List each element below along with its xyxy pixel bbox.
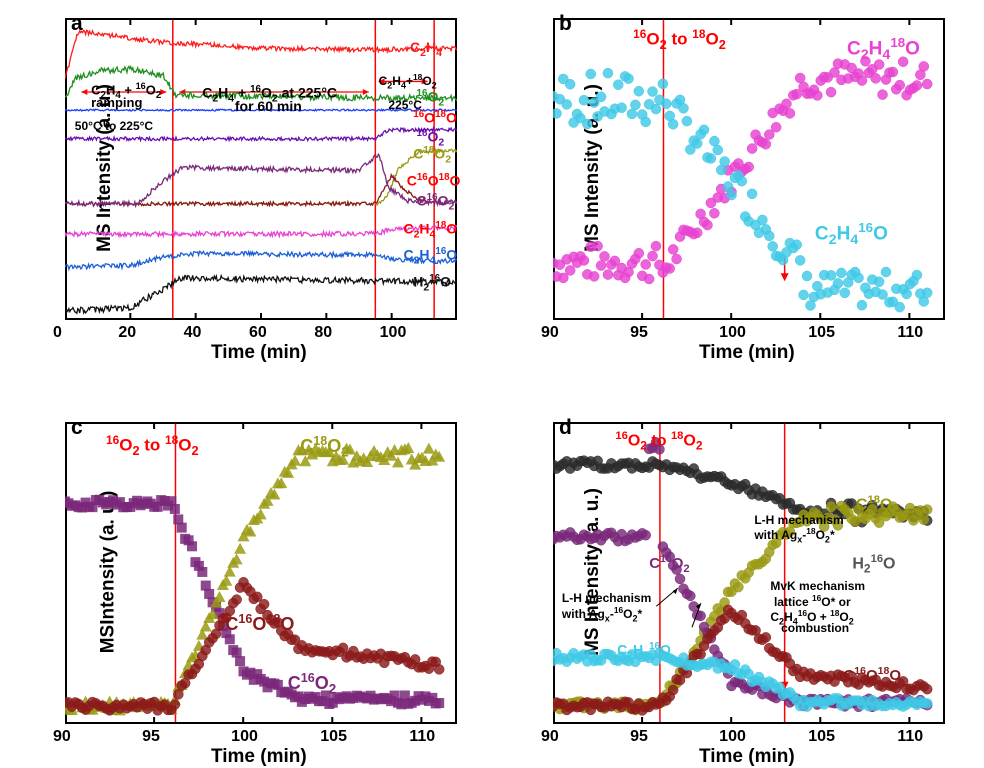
annotation: 16O2 to 18O2 [615, 430, 702, 453]
figure: aMS Intensity (a. u.)Time (min)020406080… [0, 0, 984, 766]
annotation: L-H mechanism [562, 591, 651, 605]
annotation: C2H418O [847, 35, 920, 63]
x-tick: 100 [380, 324, 407, 342]
annotation: with Agx-18O2* [754, 526, 834, 544]
annotation: ramping [91, 95, 142, 110]
x-tick: 105 [808, 728, 835, 746]
x-tick: 80 [314, 324, 332, 342]
x-tick: 100 [719, 728, 746, 746]
x-tick: 20 [118, 324, 136, 342]
x-tick: 110 [897, 324, 923, 342]
annotation: H216O [852, 553, 895, 576]
x-tick: 40 [184, 324, 202, 342]
annotation: C16O2 [288, 671, 337, 697]
series-label: C2H4 [410, 39, 442, 59]
x-tick: 90 [541, 728, 559, 746]
series-label: C18O2 [413, 145, 451, 165]
plot-area [553, 18, 945, 320]
series-label: C2H416O [403, 246, 457, 266]
annotation: with Agx-16O2* [562, 605, 642, 623]
annotation: 225°C [388, 98, 422, 112]
annotation: 50°C to 225°C [75, 119, 153, 133]
annotation: C2H416O [815, 220, 888, 248]
plot-area [65, 422, 457, 724]
annotation: C18O2 [856, 494, 899, 517]
x-tick: 90 [53, 728, 71, 746]
x-tick: 105 [808, 324, 835, 342]
x-tick: 0 [53, 324, 62, 342]
series-label: H216O [413, 273, 451, 293]
annotation: C16O18O [843, 665, 901, 684]
annotation: C16O18O [225, 612, 294, 635]
x-tick: 95 [630, 324, 648, 342]
x-axis-label: Time (min) [699, 746, 795, 768]
x-tick: 105 [320, 728, 347, 746]
annotation: C2H416O [617, 641, 671, 661]
x-tick: 110 [897, 728, 923, 746]
annotation: 16O2 to 18O2 [106, 433, 199, 458]
annotation: C16O2 [649, 553, 689, 575]
x-axis-label: Time (min) [211, 746, 307, 768]
series-label: C16O18O [407, 172, 461, 189]
annotation: combustion [781, 621, 849, 635]
x-tick: 95 [142, 728, 160, 746]
x-axis-label: Time (min) [699, 342, 795, 364]
annotation: lattice 16O* or [774, 593, 851, 609]
x-tick: 110 [409, 728, 435, 746]
annotation: for 60 min [235, 98, 302, 114]
x-tick: 100 [231, 728, 258, 746]
annotation: MvK mechanism [770, 579, 865, 593]
x-tick: 95 [630, 728, 648, 746]
x-tick: 60 [249, 324, 267, 342]
x-tick: 100 [719, 324, 746, 342]
annotation: L-H mechanism [754, 513, 843, 527]
annotation: C2H4+18O2 [379, 72, 437, 90]
series-label: C16O2 [417, 192, 455, 212]
plot-area [65, 18, 457, 320]
x-axis-label: Time (min) [211, 342, 307, 364]
annotation: 16O2 to 18O2 [633, 27, 726, 52]
series-label: C2H418O [403, 220, 457, 240]
x-tick: 90 [541, 324, 559, 342]
annotation: C18O2 [300, 434, 349, 460]
